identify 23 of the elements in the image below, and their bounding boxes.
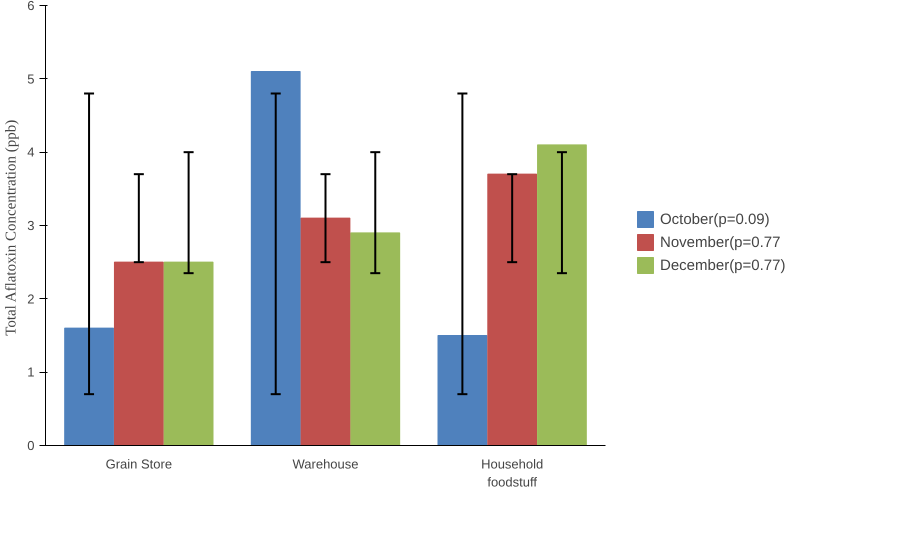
x-tick-label: Warehouse: [292, 456, 358, 472]
x-tick-label: Household foodstuff: [481, 456, 544, 490]
bar: [164, 262, 214, 446]
bar: [64, 328, 114, 446]
bar: [438, 335, 488, 446]
y-tick-label: 2: [27, 291, 35, 306]
bar: [487, 174, 538, 446]
bar: [250, 71, 301, 446]
legend-label: October(p=0.09): [660, 210, 770, 228]
y-tick-label: 5: [27, 71, 35, 86]
y-tick-label: 0: [27, 438, 35, 453]
y-tick-label: 3: [27, 218, 35, 233]
y-axis-title: Total Aflatoxin Concentration (ppb): [3, 120, 20, 336]
y-tick-label: 6: [27, 0, 35, 13]
y-tick-label: 4: [27, 144, 35, 160]
y-tick-label: 1: [27, 364, 35, 380]
x-tick-label: Grain Store: [106, 456, 172, 472]
bar: [537, 144, 587, 446]
bar: [350, 232, 400, 446]
legend-label: December(p=0.77): [660, 256, 786, 274]
bar: [300, 218, 350, 446]
legend-label: November(p=0.77: [660, 234, 780, 250]
bar: [114, 262, 164, 446]
